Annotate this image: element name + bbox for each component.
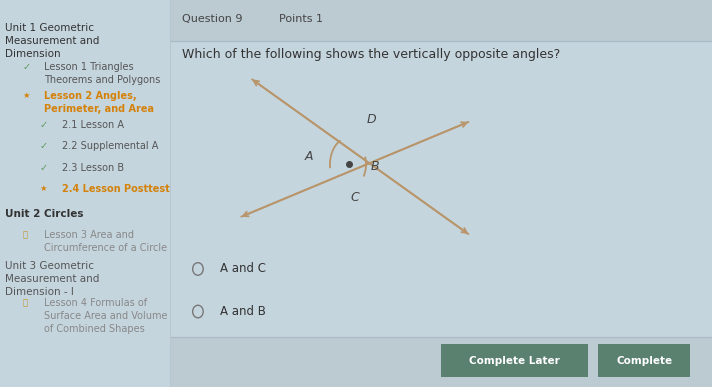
Text: Complete Later: Complete Later — [469, 356, 560, 366]
Text: Lesson 4 Formulas of
Surface Area and Volume
of Combined Shapes: Lesson 4 Formulas of Surface Area and Vo… — [44, 298, 168, 334]
Text: Question 9: Question 9 — [182, 14, 242, 24]
Text: A: A — [305, 150, 313, 163]
Text: 🔒: 🔒 — [22, 298, 27, 307]
Text: ✓: ✓ — [39, 120, 48, 130]
Text: A and C: A and C — [219, 262, 266, 276]
Text: ✓: ✓ — [39, 163, 48, 173]
Text: Which of the following shows the vertically opposite angles?: Which of the following shows the vertica… — [182, 48, 560, 62]
Text: C: C — [350, 191, 360, 204]
Text: 2.2 Supplemental A: 2.2 Supplemental A — [61, 141, 158, 151]
Bar — [171, 337, 712, 387]
Text: ★: ★ — [22, 91, 30, 100]
Text: B: B — [371, 160, 379, 173]
Text: Complete: Complete — [617, 356, 672, 366]
Bar — [171, 0, 712, 41]
Text: ✓: ✓ — [22, 62, 31, 72]
Text: D: D — [366, 113, 376, 127]
FancyBboxPatch shape — [441, 344, 587, 377]
Text: ★: ★ — [39, 184, 47, 193]
Text: Lesson 3 Area and
Circumference of a Circle: Lesson 3 Area and Circumference of a Cir… — [44, 230, 167, 253]
Text: Unit 3 Geometric
Measurement and
Dimension - I: Unit 3 Geometric Measurement and Dimensi… — [5, 261, 100, 297]
Text: Unit 2 Circles: Unit 2 Circles — [5, 209, 83, 219]
Text: Points 1: Points 1 — [279, 14, 323, 24]
Text: Lesson 1 Triangles
Theorems and Polygons: Lesson 1 Triangles Theorems and Polygons — [44, 62, 161, 85]
Text: 2.4 Lesson Posttest: 2.4 Lesson Posttest — [61, 184, 169, 194]
Text: 2.1 Lesson A: 2.1 Lesson A — [61, 120, 123, 130]
Text: Unit 1 Geometric
Measurement and
Dimension: Unit 1 Geometric Measurement and Dimensi… — [5, 23, 100, 59]
Text: A and B: A and B — [219, 305, 266, 318]
Text: 2.3 Lesson B: 2.3 Lesson B — [61, 163, 124, 173]
Text: Lesson 2 Angles,
Perimeter, and Area: Lesson 2 Angles, Perimeter, and Area — [44, 91, 155, 114]
Text: 🔒: 🔒 — [22, 230, 27, 239]
FancyBboxPatch shape — [598, 344, 691, 377]
Text: ✓: ✓ — [39, 141, 48, 151]
